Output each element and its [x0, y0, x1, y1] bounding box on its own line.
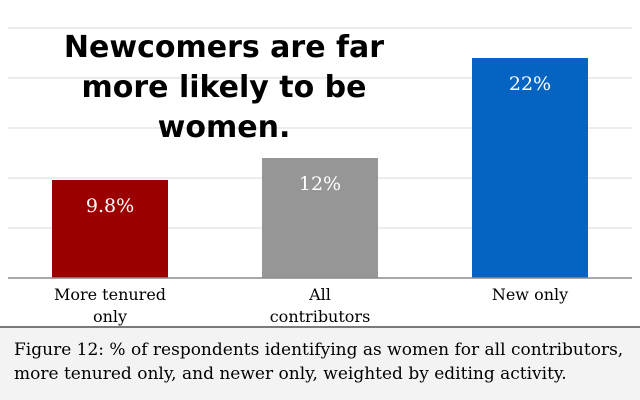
bar-1: [52, 180, 168, 278]
category-label: More tenured only: [54, 285, 166, 326]
bar-2: [262, 158, 378, 278]
chart-title: Newcomers are far more likely to be wome…: [63, 30, 385, 145]
category-label: All contributors: [270, 285, 371, 326]
bar-chart: 9.8% More tenured only 12% All contributors 22…: [8, 27, 632, 326]
data-label: 22%: [509, 73, 551, 95]
bar-3: [472, 58, 588, 278]
data-label: 12%: [299, 173, 341, 195]
chart-area: 9.8% More tenured only 12% All contributors 22…: [8, 27, 632, 326]
data-label: 9.8%: [86, 195, 134, 217]
category-label: New only: [492, 285, 568, 304]
figure-caption: Figure 12: % of respondents identifying …: [0, 326, 640, 400]
